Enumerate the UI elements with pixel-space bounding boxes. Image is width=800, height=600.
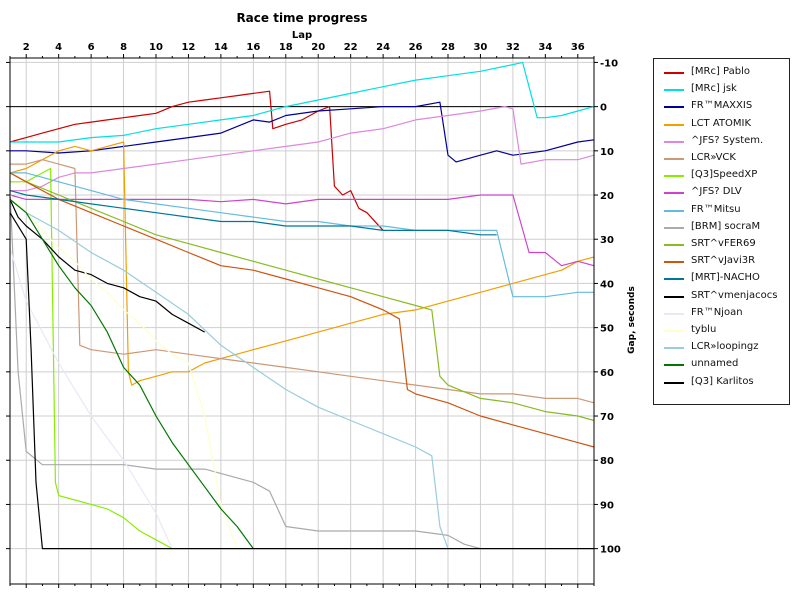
legend-label: ^JFS? System. — [691, 134, 764, 146]
y-tick-label: 100 — [600, 545, 621, 556]
x-tick-label: 28 — [441, 42, 455, 53]
x-tick-label: 24 — [376, 42, 390, 53]
series-line — [9, 198, 254, 549]
x-tick-label: 34 — [538, 42, 552, 53]
legend-swatch — [664, 295, 684, 298]
legend: [MRc] Pablo [MRc] jsk FR™MAXXIS LCT ATOMIK ^… — [653, 58, 790, 405]
series-line — [10, 172, 594, 298]
chart-title: Race time progress — [236, 11, 367, 25]
legend-label: LCR»VCK — [691, 152, 736, 163]
legend-label: SRT^vJavi3R — [691, 255, 756, 267]
legend-label: [MRc] Pablo — [691, 66, 751, 77]
series-line — [10, 61, 595, 143]
x-tick-label: 12 — [181, 42, 195, 53]
legend-label: LCR»loopingz — [691, 341, 759, 353]
y-tick-label: 90 — [600, 500, 614, 511]
legend-label: FR™Mitsu — [691, 203, 741, 215]
legend-swatch — [664, 278, 684, 281]
legend-swatch — [664, 330, 684, 332]
x-tick-label: 20 — [311, 42, 325, 53]
plot-frame — [9, 57, 595, 585]
legend-label: FR™MAXXIS — [691, 100, 753, 112]
y-tick-label: 20 — [600, 191, 614, 202]
y-tick-label: 0 — [600, 103, 607, 114]
y-axis-label: Gap, seconds — [627, 286, 637, 354]
y-tick-label: 10 — [600, 147, 614, 158]
legend-swatch — [664, 364, 684, 367]
legend-swatch — [664, 175, 684, 178]
x-tick-label: 36 — [571, 42, 585, 53]
legend-swatch — [664, 158, 684, 160]
series-line — [9, 212, 594, 550]
x-tick-label: 16 — [246, 42, 260, 53]
series-line — [10, 105, 595, 192]
legend-swatch — [664, 209, 684, 212]
series-lines — [9, 61, 595, 550]
series-line — [9, 199, 205, 333]
legend-swatch — [664, 89, 684, 92]
x-tick-label: 14 — [214, 42, 228, 53]
grid-lines — [10, 58, 594, 584]
legend-label: SRT^vFER69 — [691, 238, 756, 249]
series-line — [9, 190, 481, 550]
y-tick-label: 60 — [600, 368, 614, 379]
legend-swatch — [664, 347, 684, 350]
x-tick-label: 4 — [55, 42, 62, 53]
series-line — [9, 190, 497, 236]
legend-swatch — [664, 226, 684, 229]
x-tick-label: 26 — [409, 42, 423, 53]
legend-swatch — [664, 312, 684, 315]
legend-swatch — [664, 72, 684, 74]
series-line — [9, 172, 595, 448]
legend-label: [BRM] socraM — [691, 220, 761, 232]
legend-swatch — [664, 381, 684, 384]
x-tick-label: 22 — [344, 42, 358, 53]
legend-label: [Q3] Karlitos — [691, 375, 754, 387]
legend-label: [Q3]SpeedXP — [691, 169, 758, 181]
y-tick-label: 50 — [600, 324, 614, 335]
series-line — [9, 141, 595, 386]
legend-label: [MRT]-NACHO — [691, 272, 760, 284]
y-tick-label: -10 — [600, 58, 618, 69]
legend-swatch — [664, 140, 684, 143]
y-tick-label: 70 — [600, 412, 614, 423]
x-tick-label: 30 — [473, 42, 487, 53]
x-tick-label: 10 — [149, 42, 163, 53]
series-line — [9, 198, 449, 549]
x-tick-label: 32 — [506, 42, 520, 53]
x-tick-label: 8 — [120, 42, 127, 53]
y-tick-label: 40 — [600, 279, 614, 290]
x-axis-label: Lap — [292, 30, 312, 41]
series-line — [10, 101, 595, 163]
x-tick-label: 6 — [88, 42, 95, 53]
series-line — [9, 194, 595, 267]
series-line — [10, 167, 173, 550]
legend-label: unnamed — [691, 358, 739, 370]
legend-label: LCT ATOMIK — [691, 117, 752, 129]
axes: 2 4 6 8 10 12 14 16 18 20 22 24 26 28 30 32 34 36-1001020… — [6, 42, 621, 588]
series-line — [9, 90, 384, 231]
x-tick-label: 18 — [279, 42, 293, 53]
legend-label: FR™Njoan — [691, 306, 743, 318]
legend-label: SRT^vmenjacocs — [691, 289, 778, 301]
series-line — [10, 159, 595, 404]
y-tick-label: 80 — [600, 456, 614, 467]
series-line — [9, 194, 238, 549]
legend-label: [MRc] jsk — [691, 83, 737, 95]
legend-swatch — [664, 244, 684, 246]
legend-swatch — [664, 123, 684, 126]
series-line — [9, 247, 173, 549]
series-line — [9, 172, 595, 422]
legend-swatch — [664, 106, 684, 109]
legend-label: ^JFS? DLV — [691, 186, 742, 198]
legend-swatch — [664, 261, 684, 264]
legend-label: tyblu — [691, 324, 717, 335]
y-tick-label: 30 — [600, 235, 614, 246]
legend-swatch — [664, 192, 684, 195]
x-tick-label: 2 — [23, 42, 30, 53]
